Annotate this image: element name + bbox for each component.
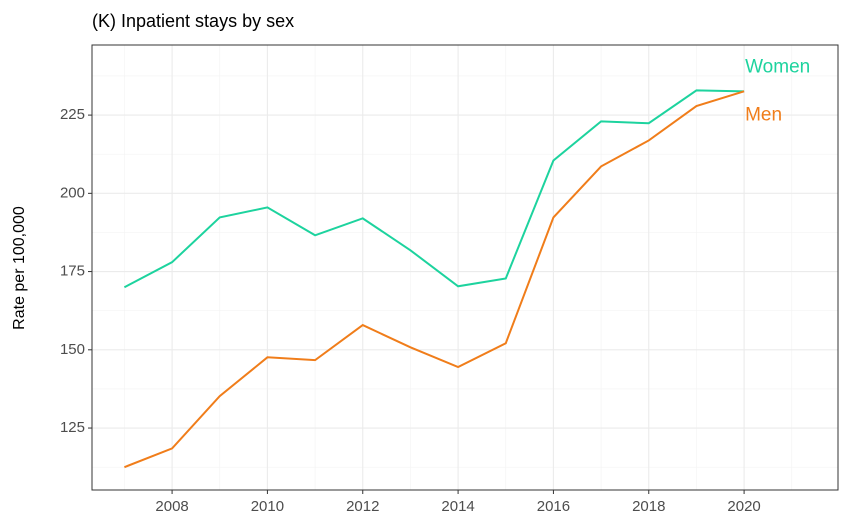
y-axis-label: Rate per 100,000 (11, 206, 28, 330)
x-tick-label: 2008 (155, 498, 188, 515)
x-tick-label: 2010 (251, 498, 284, 515)
x-tick-label: 2020 (727, 498, 760, 515)
panel-border (91, 44, 839, 491)
series-label: Women (745, 56, 810, 77)
y-tick-label: 225 (60, 106, 85, 123)
x-tick-label: 2012 (346, 498, 379, 515)
x-tick-label: 2018 (632, 498, 665, 515)
y-tick-label: 125 (60, 419, 85, 436)
chart-title: (K) Inpatient stays by sex (92, 11, 294, 31)
y-tick-label: 150 (60, 341, 85, 358)
x-tick-label: 2014 (441, 498, 474, 515)
x-tick-label: 2016 (537, 498, 570, 515)
line (124, 90, 745, 469)
line (123, 89, 745, 289)
y-tick-label: 200 (60, 184, 85, 201)
series-label: Men (745, 104, 782, 125)
y-tick-label: 175 (60, 263, 85, 280)
